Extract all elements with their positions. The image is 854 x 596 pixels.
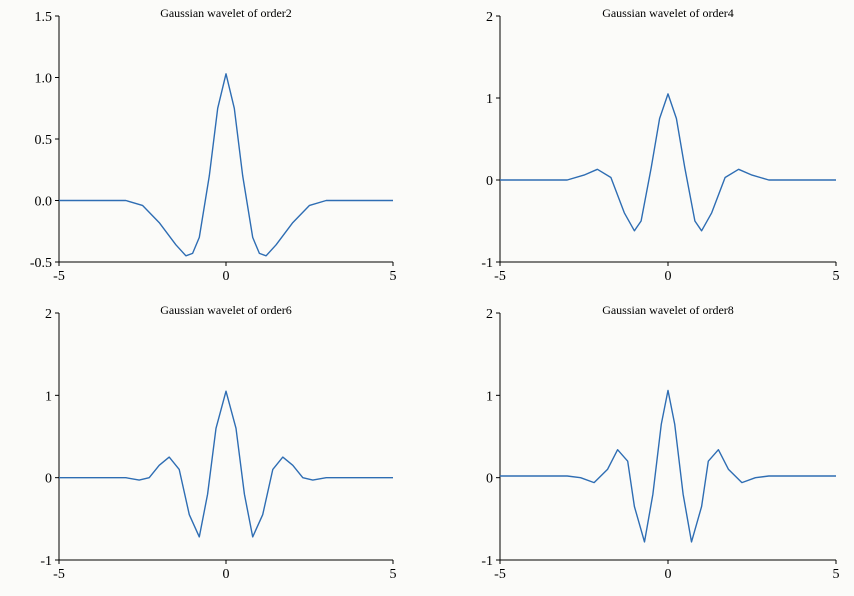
wavelet-series-line — [500, 93, 836, 232]
y-tick-label: 1 — [486, 389, 493, 404]
y-tick-label: 0 — [486, 174, 493, 189]
x-tick-label: -5 — [494, 567, 506, 582]
chart-title: Gaussian wavelet of order6 — [160, 303, 292, 317]
subplot-2: -1 0 1 2 -5 0 5 Gaussian wavelet of order4 — [481, 6, 839, 284]
y-tick-label: 2 — [486, 10, 493, 25]
y-tick-label: 1 — [45, 389, 52, 404]
x-tick-label: -5 — [494, 269, 506, 284]
y-tick-label: 0.0 — [35, 195, 53, 210]
x-tick-label: 0 — [223, 269, 230, 284]
subplot-4: -1 0 1 2 -5 0 5 Gaussian wavelet of order8 — [481, 303, 839, 582]
subplot-1: -0.5 0.0 0.5 1.0 1.5 -5 0 5 Gaussian wavelet of … — [30, 6, 397, 284]
x-tick-label: 5 — [390, 269, 397, 284]
x-tick-label: 0 — [223, 567, 230, 582]
chart-title: Gaussian wavelet of order8 — [602, 303, 734, 317]
y-tick-label: -1 — [481, 256, 493, 271]
chart-title: Gaussian wavelet of order2 — [160, 6, 292, 20]
wavelet-series-line — [59, 73, 393, 257]
y-tick-label: 2 — [45, 307, 52, 322]
x-tick-label: 5 — [833, 269, 840, 284]
x-tick-label: 5 — [390, 567, 397, 582]
x-tick-label: -5 — [53, 567, 65, 582]
y-tick-label: 1 — [486, 92, 493, 107]
y-tick-label: 0 — [486, 472, 493, 487]
y-tick-label: -1 — [481, 554, 493, 569]
y-tick-label: 2 — [486, 307, 493, 322]
y-tick-label: 1.5 — [35, 10, 53, 25]
subplot-3: -1 0 1 2 -5 0 5 Gaussian wavelet of order6 — [40, 303, 396, 582]
y-tick-label: -0.5 — [30, 256, 52, 271]
y-tick-label: -1 — [40, 554, 52, 569]
x-tick-label: -5 — [53, 269, 65, 284]
wavelet-series-line — [59, 390, 393, 538]
x-tick-label: 0 — [665, 269, 672, 284]
x-tick-label: 5 — [833, 567, 840, 582]
wavelet-series-line — [500, 389, 836, 543]
x-tick-label: 0 — [665, 567, 672, 582]
y-tick-label: 0 — [45, 472, 52, 487]
chart-title: Gaussian wavelet of order4 — [602, 6, 734, 20]
y-tick-label: 1.0 — [35, 72, 53, 87]
y-tick-label: 0.5 — [35, 133, 53, 148]
